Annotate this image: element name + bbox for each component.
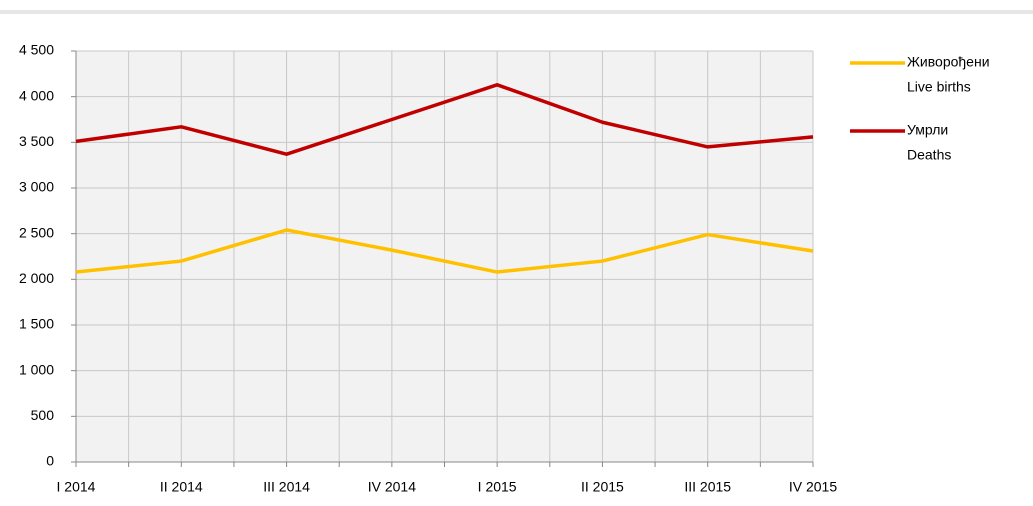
y-tick-label: 2 000 [19,270,54,286]
x-tick-label: IV 2015 [789,479,837,495]
y-tick-label: 0 [46,453,54,469]
series-line [75,83,814,156]
y-tick-label: 2 500 [19,224,54,240]
legend-label: Live births [907,79,971,95]
y-tick-label: 1 000 [19,361,54,377]
y-tick-label: 3 000 [19,179,54,195]
y-tick-label: 4 500 [19,42,54,58]
y-tick-label: 500 [31,407,55,423]
y-tick-label: 3 500 [19,133,54,149]
x-tick-label: I 2015 [478,479,517,495]
header-bar [0,10,1033,14]
x-tick-label: II 2015 [581,479,624,495]
y-tick-label: 1 500 [19,316,54,332]
x-tick-label: III 2015 [684,479,731,495]
legend-label: Deaths [907,147,951,163]
x-tick-label: IV 2014 [368,479,416,495]
y-tick-label: 4 000 [19,87,54,103]
x-tick-label: II 2014 [160,479,203,495]
series-line [75,228,814,274]
legend-label: Умрли [907,122,948,138]
legend-label: Живорођени [907,54,990,70]
x-tick-label: III 2014 [263,479,310,495]
x-tick-label: I 2014 [57,479,96,495]
